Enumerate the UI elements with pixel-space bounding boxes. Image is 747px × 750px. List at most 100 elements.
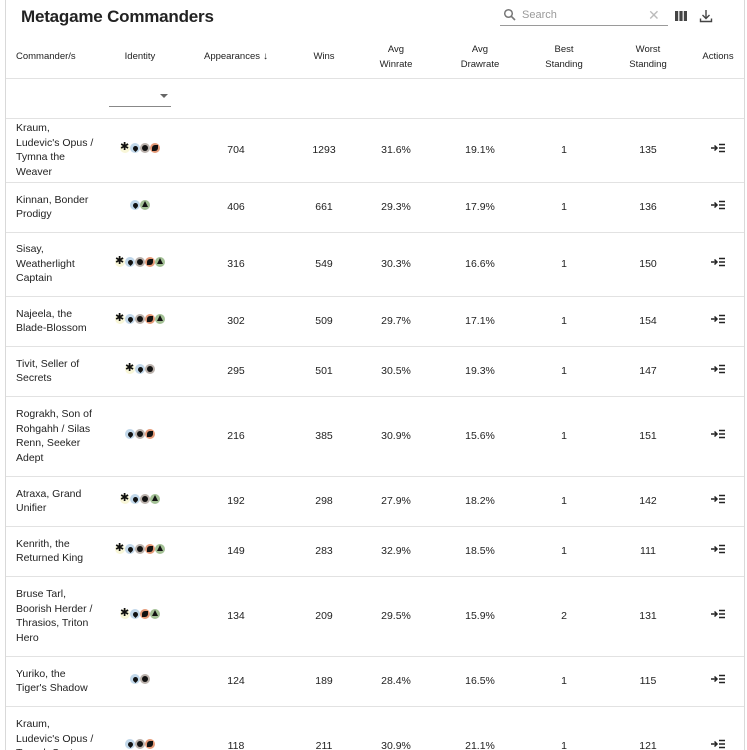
blue-mana-icon [125,428,135,439]
worst-standing-cell: 151 [606,396,690,477]
appearances-cell: 302 [178,296,294,347]
actions-cell [690,706,744,750]
red-mana-icon [140,608,150,619]
color-identity [102,296,178,347]
red-mana-icon [150,142,160,153]
commanders-table: Commander/s Identity Appearances ↓ Wins A… [6,36,744,750]
commander-name: Najeela, the Blade-Blossom [6,296,102,347]
open-details-icon[interactable] [711,494,725,504]
color-identity-pips [130,673,150,684]
avg-winrate-cell: 31.6% [354,118,438,183]
appearances-cell: 118 [178,706,294,750]
actions-cell [690,656,744,707]
best-standing-cell: 2 [522,576,606,657]
wins-cell: 1293 [294,118,354,183]
green-mana-icon [155,256,165,267]
best-standing-cell: 1 [522,526,606,577]
column-header-wins[interactable]: Wins [294,36,354,79]
appearances-cell: 295 [178,346,294,397]
column-header-identity[interactable]: Identity [102,36,178,79]
table-row: Kenrith, the Returned King 14928332.9%18.… [6,526,744,577]
avg-drawrate-cell: 16.6% [438,232,522,297]
table-row: Kinnan, Bonder Prodigy 406 661 29.3% 17.9% 1 1… [6,182,744,233]
column-header-appearances[interactable]: Appearances ↓ [178,36,294,79]
page-title: Metagame Commanders [21,7,214,26]
search-box[interactable]: ✕ [500,6,668,26]
best-standing-cell: 1 [522,296,606,347]
open-details-icon[interactable] [711,429,725,439]
open-details-icon[interactable] [711,364,725,374]
avg-drawrate-cell: 15.6% [438,396,522,477]
color-identity [102,232,178,297]
actions-cell [690,476,744,527]
open-details-icon[interactable] [711,143,725,153]
commander-name: Bruse Tarl, Boorish Herder / Thrasios, T… [6,576,102,657]
download-icon[interactable] [698,8,714,24]
avg-winrate-cell: 29.3% [354,182,438,233]
color-identity [102,526,178,577]
red-mana-icon [145,313,155,324]
open-details-icon[interactable] [711,314,725,324]
commander-name: Kraum, Ludevic's Opus / Tevesh Szat, Doo… [6,706,102,750]
avg-winrate-cell: 29.7% [354,296,438,347]
avg-winrate-cell: 30.9% [354,706,438,750]
red-mana-icon [145,256,155,267]
column-header-avg-winrate[interactable]: Avg Winrate [354,36,438,79]
blue-mana-icon [125,738,135,749]
color-identity-pips [125,428,155,439]
avg-winrate-cell: 28.4% [354,656,438,707]
open-details-icon[interactable] [711,257,725,267]
table-row: Sisay, Weatherlight Captain 31654930.3%16… [6,232,744,297]
color-identity-pips [120,491,160,505]
header-row: Commander/s Identity Appearances ↓ Wins A… [6,36,744,79]
wins-cell: 501 [294,346,354,397]
worst-standing-cell: 150 [606,232,690,297]
column-header-avg-drawrate[interactable]: Avg Drawrate [438,36,522,79]
avg-winrate-cell: 30.5% [354,346,438,397]
black-mana-icon [135,738,145,749]
search-input[interactable] [522,6,642,24]
avg-drawrate-cell: 16.5% [438,656,522,707]
best-standing-cell: 1 [522,706,606,750]
columns-icon[interactable] [673,8,689,24]
worst-standing-cell: 136 [606,182,690,233]
open-details-icon[interactable] [711,544,725,554]
wins-cell: 189 [294,656,354,707]
sort-descending-icon[interactable]: ↓ [262,51,268,63]
open-details-icon[interactable] [711,200,725,210]
column-header-commanders[interactable]: Commander/s [6,36,102,79]
chevron-down-icon [160,94,168,98]
actions-cell [690,396,744,477]
identity-filter-select[interactable] [109,89,171,107]
color-identity [102,476,178,527]
search-icon [503,8,516,21]
open-details-icon[interactable] [711,674,725,684]
commander-name: Kraum, Ludevic's Opus / Tymna the Weaver [6,118,102,183]
metagame-commanders-panel: Metagame Commanders ✕ Commander/ [5,0,745,750]
appearances-cell: 216 [178,396,294,477]
commander-name: Yuriko, the Tiger's Shadow [6,656,102,707]
green-mana-icon [155,313,165,324]
black-mana-icon [135,313,145,324]
color-identity-pips [120,140,160,154]
column-header-worst-standing[interactable]: Worst Standing [606,36,690,79]
wins-cell: 283 [294,526,354,577]
color-identity [102,396,178,477]
open-details-icon[interactable] [711,609,725,619]
color-identity [102,656,178,707]
commander-name: Sisay, Weatherlight Captain [6,232,102,297]
table-row: Bruse Tarl, Boorish Herder / Thrasios, T… [6,576,744,657]
color-identity [102,706,178,750]
avg-drawrate-cell: 17.9% [438,182,522,233]
black-mana-icon [140,142,150,153]
table-row: Atraxa, Grand Unifier 19229827.9%18.2%114… [6,476,744,527]
open-details-icon[interactable] [711,739,725,749]
clear-search-icon[interactable]: ✕ [648,7,660,23]
blue-mana-icon [130,199,140,210]
actions-cell [690,576,744,657]
column-header-best-standing[interactable]: Best Standing [522,36,606,79]
table-row: Yuriko, the Tiger's Shadow 124 189 28.4% 16.… [6,656,744,707]
green-mana-icon [140,199,150,210]
commander-name: Tivit, Seller of Secrets [6,346,102,397]
actions-cell [690,346,744,397]
